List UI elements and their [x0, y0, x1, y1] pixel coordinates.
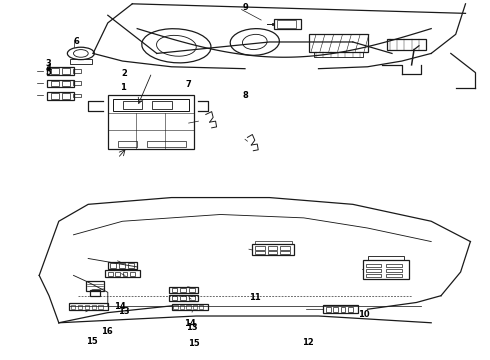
Bar	[113, 99, 189, 111]
Bar	[85, 305, 89, 309]
Text: 5: 5	[45, 68, 51, 77]
Bar	[108, 95, 194, 149]
Bar	[118, 141, 137, 147]
Bar	[47, 67, 74, 75]
Text: 12: 12	[302, 338, 314, 347]
Bar	[108, 262, 137, 269]
Text: 15: 15	[188, 338, 199, 348]
Bar	[71, 305, 75, 309]
Text: 14: 14	[114, 302, 126, 311]
Bar	[51, 81, 59, 86]
Bar	[252, 244, 294, 255]
Bar	[152, 101, 172, 109]
Bar	[199, 305, 203, 309]
Bar	[62, 68, 70, 74]
Bar	[86, 281, 104, 291]
Bar	[128, 264, 134, 267]
Bar	[280, 251, 290, 254]
Bar	[172, 288, 177, 292]
Bar	[386, 269, 402, 273]
Bar	[323, 305, 358, 312]
Bar	[193, 305, 197, 309]
Bar	[180, 288, 186, 292]
Bar	[147, 141, 186, 147]
Bar	[180, 296, 186, 300]
Bar	[62, 81, 70, 86]
Bar	[387, 39, 426, 50]
Bar	[98, 305, 103, 309]
Bar	[268, 251, 277, 254]
Bar	[366, 264, 381, 267]
Bar	[255, 251, 265, 254]
Text: 14: 14	[184, 319, 196, 328]
Bar	[47, 92, 74, 100]
Bar	[368, 256, 404, 260]
Bar	[189, 296, 195, 300]
Bar	[122, 272, 127, 276]
Bar	[363, 260, 409, 279]
Bar	[386, 274, 402, 278]
Bar	[326, 306, 331, 312]
Text: 15: 15	[86, 337, 98, 346]
Bar	[348, 306, 353, 312]
Text: 8: 8	[242, 91, 248, 100]
Bar	[119, 264, 125, 267]
Bar	[115, 272, 120, 276]
Bar	[268, 246, 277, 250]
Bar	[172, 296, 177, 300]
Bar	[366, 274, 381, 278]
Text: 2: 2	[121, 69, 127, 78]
Bar	[105, 270, 140, 277]
Bar	[280, 246, 290, 250]
Text: 1: 1	[120, 83, 125, 92]
Text: 6: 6	[73, 36, 79, 45]
Bar	[169, 295, 198, 301]
Text: 13: 13	[186, 323, 198, 332]
Bar	[172, 303, 208, 310]
Bar	[108, 272, 113, 276]
Bar	[173, 305, 178, 309]
Bar	[62, 93, 70, 99]
Bar	[186, 305, 191, 309]
Bar	[51, 68, 59, 74]
Text: 11: 11	[249, 293, 261, 302]
Bar	[78, 305, 82, 309]
Bar	[341, 306, 345, 312]
Text: 16: 16	[101, 327, 113, 336]
Bar	[130, 272, 135, 276]
Bar	[47, 80, 74, 87]
Bar	[386, 264, 402, 267]
Bar	[309, 34, 368, 51]
Bar	[92, 305, 96, 309]
Bar	[70, 59, 92, 64]
Bar	[110, 264, 116, 267]
Bar	[73, 94, 81, 97]
Bar	[180, 305, 184, 309]
Bar	[366, 269, 381, 273]
Bar	[69, 303, 108, 310]
Bar	[73, 81, 81, 85]
Bar	[314, 51, 363, 57]
Text: 7: 7	[186, 80, 192, 89]
Bar	[169, 287, 198, 293]
Bar	[277, 21, 296, 28]
Bar	[90, 290, 100, 296]
Bar	[255, 246, 265, 250]
Bar	[51, 93, 59, 99]
Bar	[333, 306, 338, 312]
Text: 9: 9	[242, 3, 248, 12]
Text: 4: 4	[45, 64, 51, 73]
Text: 10: 10	[358, 310, 369, 319]
Text: 3: 3	[45, 59, 51, 68]
Bar	[73, 69, 81, 72]
Bar	[255, 241, 292, 244]
Bar	[189, 288, 195, 292]
Bar	[122, 101, 142, 109]
Text: 13: 13	[118, 307, 129, 316]
Bar	[274, 19, 301, 29]
